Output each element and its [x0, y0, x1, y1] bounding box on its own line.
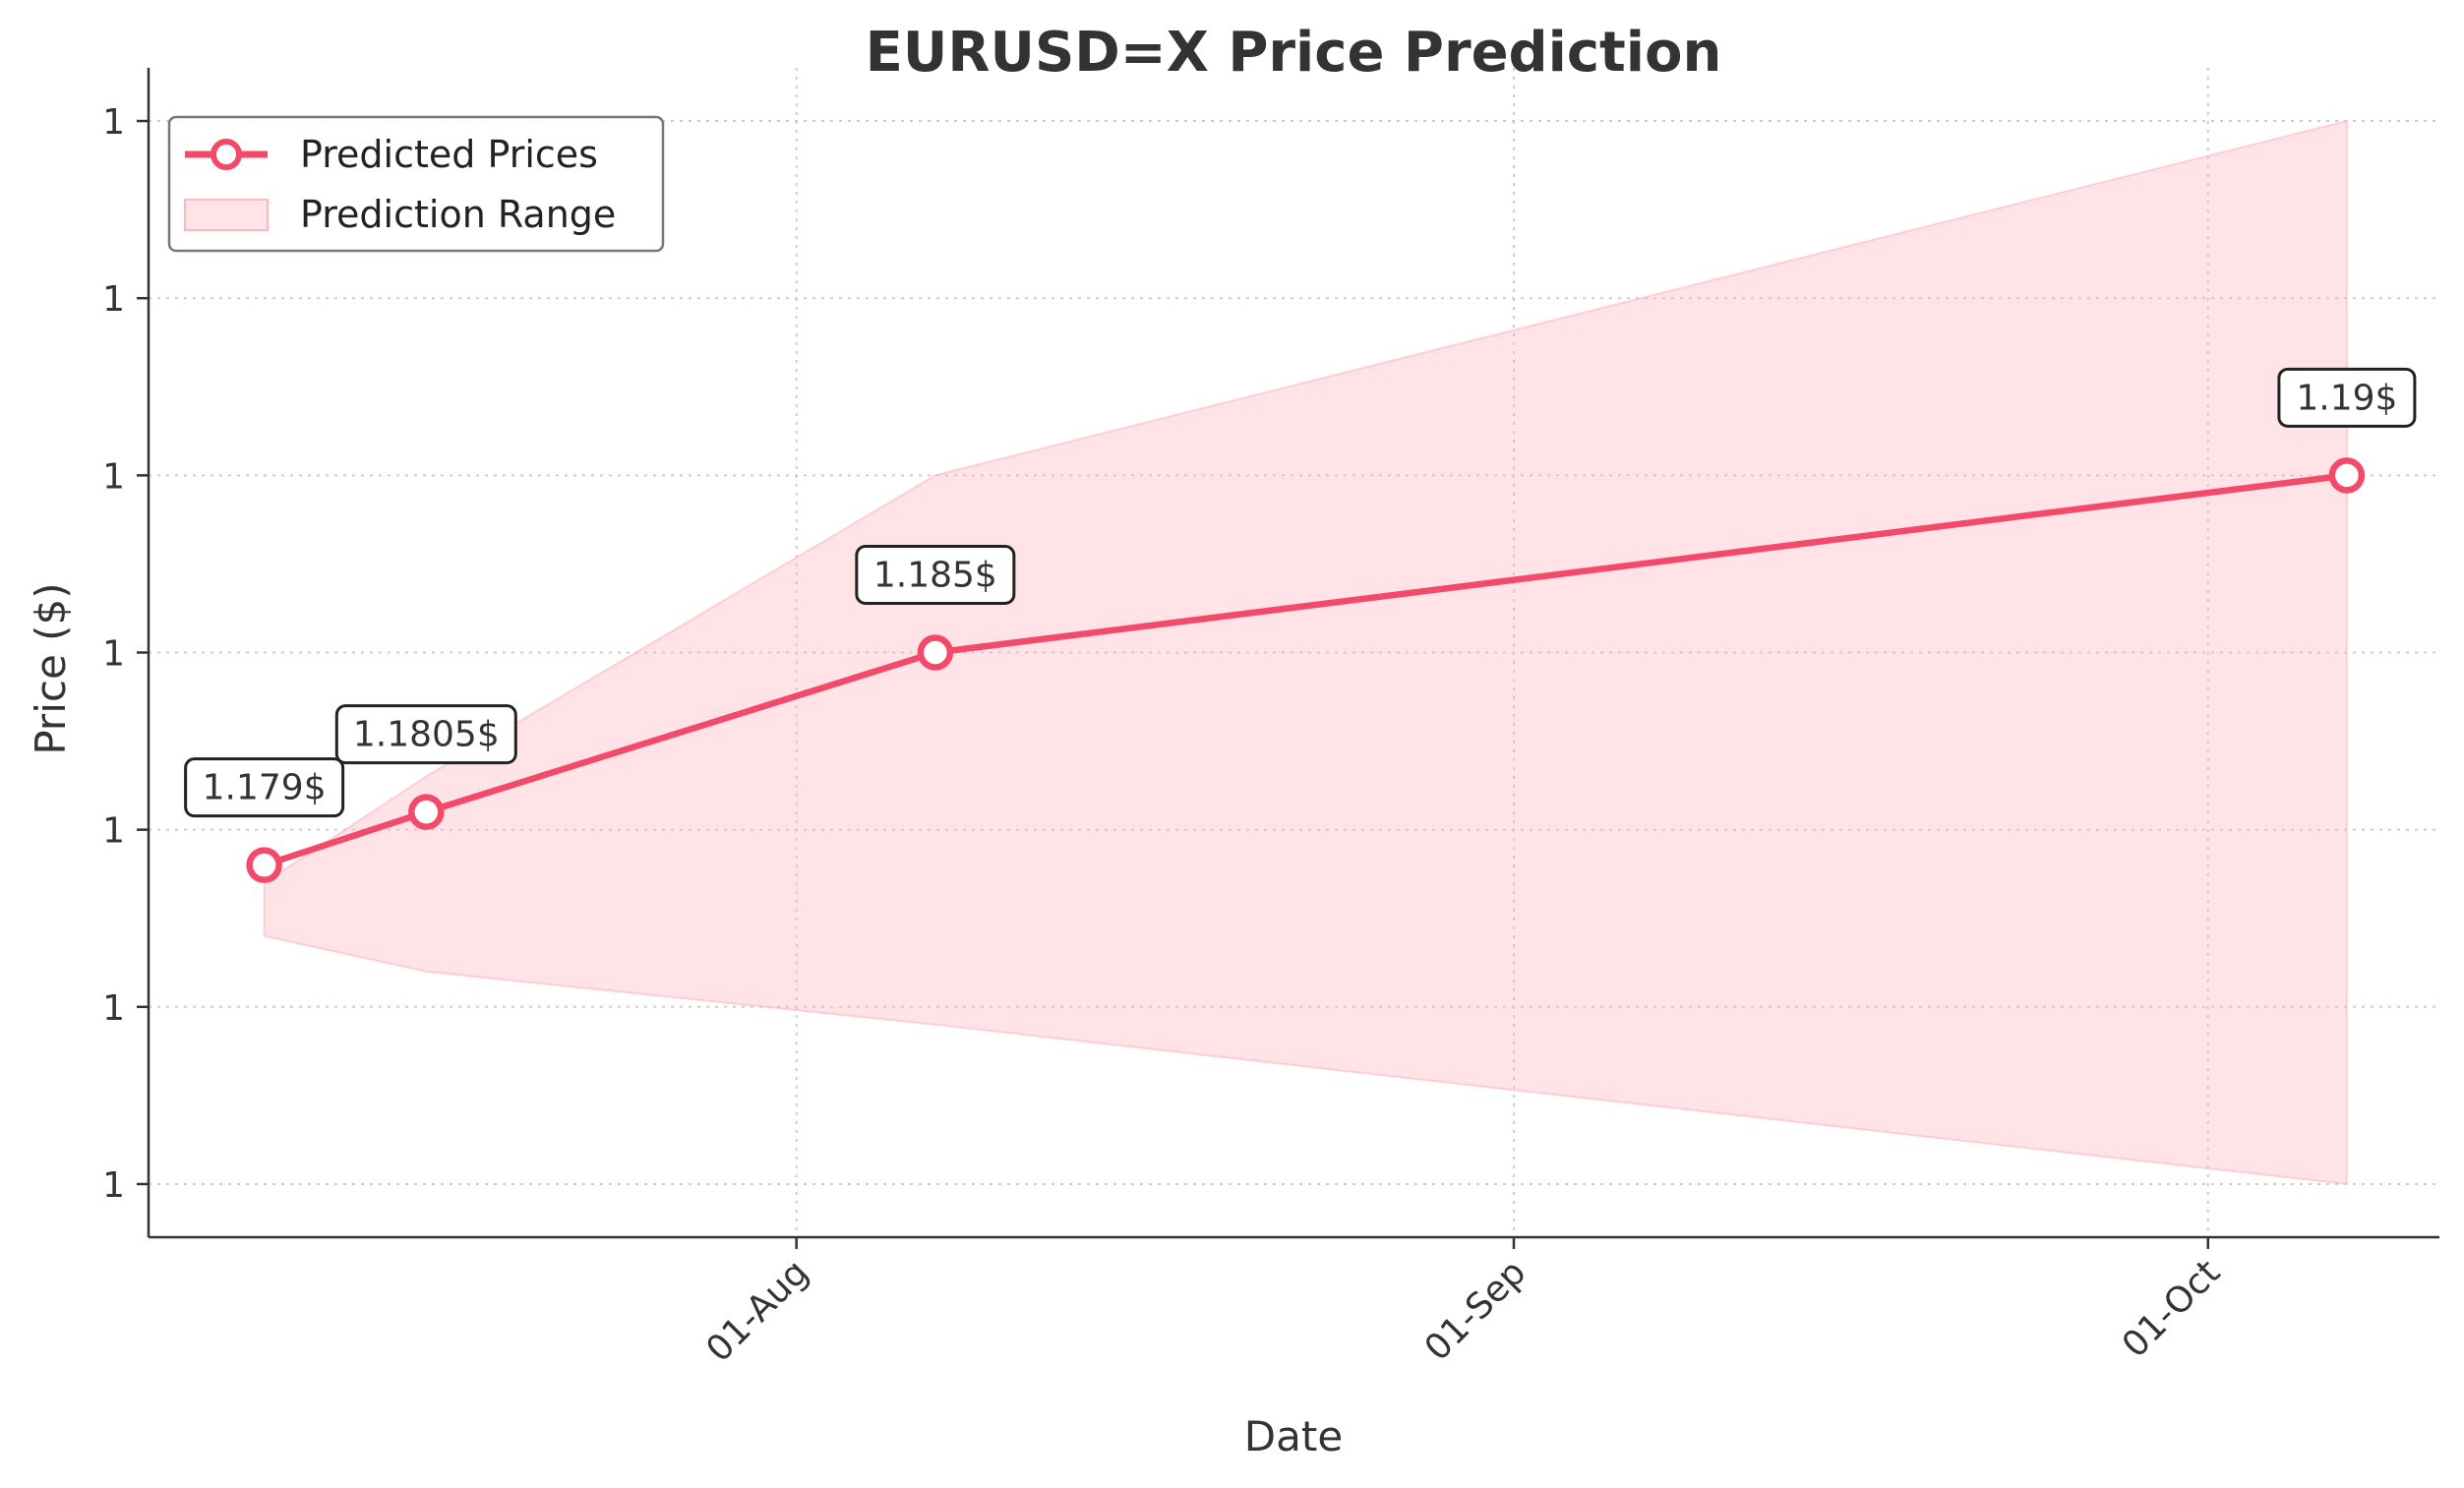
legend-predicted-prices: Predicted Prices [300, 133, 598, 176]
chart-title: EURUSD=X Price Prediction [866, 21, 1722, 85]
price-label-box [2277, 367, 2417, 428]
price-label-box [334, 704, 517, 765]
price-label: 1.1805$ [353, 715, 500, 755]
prediction-range-band [263, 119, 2348, 1186]
y-tick-label: 1 [102, 988, 125, 1029]
prediction-range-layer [263, 119, 2348, 1186]
x-tick-label: 01-Aug [698, 1252, 816, 1370]
price-label: 1.19$ [2296, 378, 2397, 418]
x-axis-label: Date [1244, 1412, 1343, 1460]
price-label-box [855, 545, 1016, 605]
predicted-prices-layer [246, 457, 2366, 883]
predicted-prices-line [263, 472, 2348, 868]
predicted-price-point [917, 634, 954, 671]
data-labels: 1.179$ 1.1805$ 1.185$ 1.19$ [184, 367, 2417, 818]
legend-range-swatch [184, 199, 269, 231]
y-tick-label: 1 [102, 634, 125, 675]
legend-marker-swatch [210, 139, 242, 170]
legend: Predicted Prices Prediction Range [167, 115, 665, 253]
price-label: 1.179$ [203, 768, 327, 808]
y-tick-label: 1 [102, 811, 125, 852]
predicted-price-point [2328, 457, 2366, 494]
legend-prediction-range: Prediction Range [300, 193, 616, 236]
y-tick-label: 1 [102, 279, 125, 320]
predicted-price-point [408, 794, 445, 830]
y-tick-label: 1 [102, 1165, 125, 1206]
price-label: 1.185$ [873, 556, 997, 596]
x-tick-label: 01-Oct [2115, 1252, 2228, 1365]
y-axis-label: Price ($) [27, 582, 75, 754]
x-tick-label: 01-Sep [1417, 1252, 1534, 1369]
y-tick-label: 1 [102, 456, 125, 497]
y-tick-label: 1 [102, 102, 125, 143]
predicted-price-point [246, 847, 282, 883]
price-label-box [184, 757, 345, 818]
legend-box [167, 115, 665, 253]
